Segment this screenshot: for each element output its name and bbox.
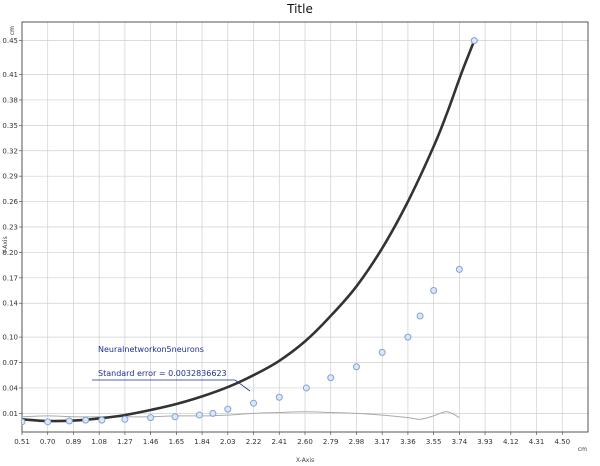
data-point — [98, 416, 106, 424]
data-point — [455, 265, 463, 273]
x-tick-label: 0.70 — [40, 438, 56, 446]
data-point — [224, 405, 232, 413]
y-tick-label: 0.38 — [2, 96, 18, 104]
x-tick-label: 2.98 — [349, 438, 365, 446]
y-tick-label: 0.01 — [2, 410, 18, 418]
x-tick-label: 4.50 — [554, 438, 570, 446]
x-tick-label: 2.22 — [246, 438, 262, 446]
y-tick-label: 0.29 — [2, 173, 18, 181]
data-point — [404, 333, 412, 341]
x-tick-label: 2.41 — [271, 438, 287, 446]
x-tick-label: 1.08 — [91, 438, 107, 446]
y-axis-title: Y-Axis — [2, 236, 9, 254]
data-point — [65, 417, 73, 425]
x-tick-label: 4.12 — [503, 438, 519, 446]
y-axis-ticks: 0.01 0.04 0.07 0.10 0.14 0.17 0.20 0.23 0.26 0.29… — [2, 37, 22, 418]
y-tick-label: 0.23 — [2, 224, 18, 232]
fit-curve — [22, 39, 476, 423]
y-tick-label: 0.04 — [2, 384, 18, 392]
x-tick-label: 3.74 — [452, 438, 468, 446]
x-axis-title: X-Axis — [296, 457, 314, 464]
y-tick-label: 0.35 — [2, 122, 18, 130]
series-layer — [22, 37, 478, 426]
data-point — [250, 399, 258, 407]
x-tick-label: 3.36 — [400, 438, 416, 446]
annotation-leader — [234, 379, 251, 392]
y-tick-label: 0.20 — [2, 249, 18, 257]
y-tick-label: 0.14 — [2, 300, 18, 308]
y-tick-label: 0.07 — [2, 359, 18, 367]
data-point — [327, 374, 335, 382]
data-point — [275, 393, 283, 401]
data-point — [352, 363, 360, 371]
x-tick-label: 3.55 — [426, 438, 442, 446]
data-point — [302, 384, 310, 392]
annotation-model-text: Neuralnetworkon5neurons — [98, 345, 204, 354]
data-point — [470, 37, 478, 45]
data-point — [82, 416, 90, 424]
chart-title: Title — [286, 2, 313, 16]
x-tick-label: 0.89 — [66, 438, 82, 446]
data-point — [44, 418, 52, 426]
data-point — [430, 287, 438, 295]
x-tick-label: 4.31 — [529, 438, 545, 446]
x-tick-label: 1.27 — [117, 438, 133, 446]
data-point — [22, 418, 26, 426]
x-tick-label: 3.17 — [374, 438, 390, 446]
y-tick-label: 0.17 — [2, 274, 18, 282]
y-tick-label: 0.26 — [2, 198, 18, 206]
data-point — [378, 348, 386, 356]
data-point — [195, 411, 203, 419]
x-tick-label: 1.46 — [143, 438, 159, 446]
data-point — [121, 415, 129, 423]
data-point — [416, 312, 424, 320]
x-tick-label: 3.93 — [477, 438, 493, 446]
y-tick-label: 0.45 — [2, 37, 18, 45]
data-point — [209, 409, 217, 417]
y-tick-label: 0.10 — [2, 334, 18, 342]
y-tick-label: 0.41 — [2, 71, 18, 79]
y-axis-unit: cm — [9, 26, 16, 35]
x-tick-label: 2.60 — [297, 438, 313, 446]
x-tick-label: 2.03 — [220, 438, 236, 446]
annotation: Neuralnetworkon5neurons Standard error =… — [92, 345, 251, 392]
x-tick-label: 1.84 — [194, 438, 210, 446]
y-tick-label: 0.32 — [2, 147, 18, 155]
x-axis-ticks: 0.51 0.70 0.89 1.08 1.27 1.46 1.65 1.84 2.03 2.22… — [14, 432, 570, 446]
x-tick-label: 2.79 — [323, 438, 339, 446]
annotation-error-text: Standard error = 0.0032836623 — [98, 369, 227, 378]
data-point — [171, 413, 179, 421]
data-point — [147, 414, 155, 422]
x-tick-label: 1.65 — [169, 438, 185, 446]
x-axis-unit: cm — [578, 446, 587, 453]
x-tick-label: 0.51 — [14, 438, 30, 446]
